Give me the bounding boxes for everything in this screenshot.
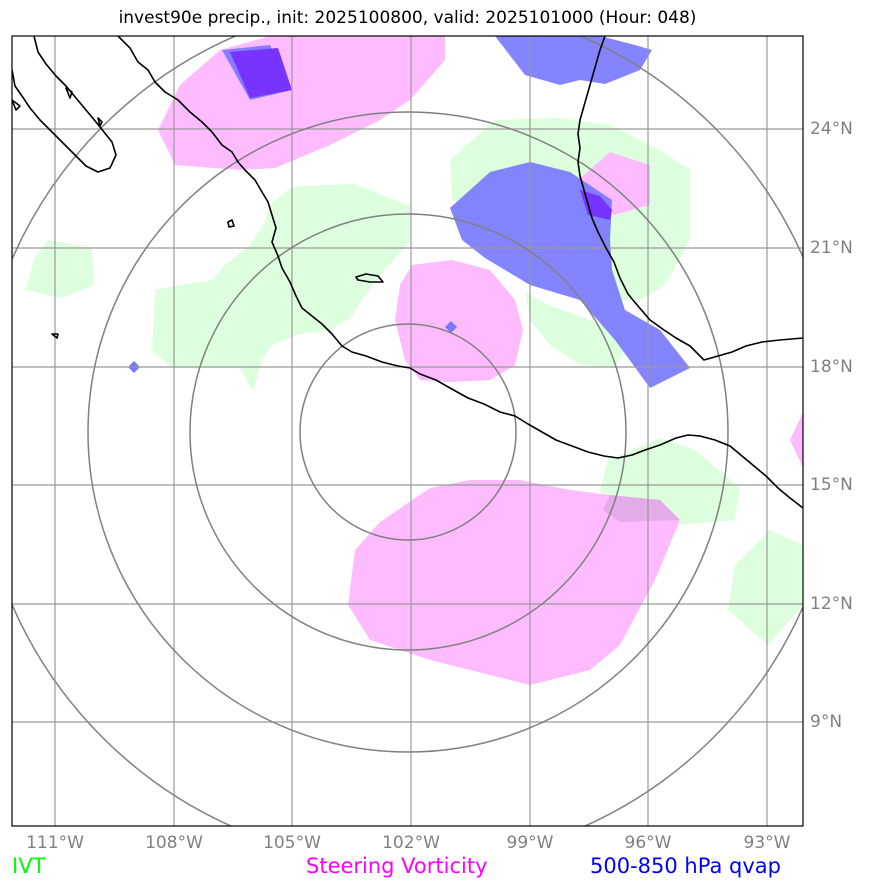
vorticity-region-north — [158, 36, 445, 170]
range-ring-2 — [189, 213, 627, 651]
island-1 — [355, 273, 384, 283]
legend-ivt: IVT — [12, 854, 46, 878]
vorticity-region-south — [348, 480, 680, 685]
qvap-region-north — [495, 36, 652, 85]
qvap-region-gulf — [450, 162, 690, 388]
graticule — [12, 36, 803, 826]
islands-north — [12, 87, 103, 127]
legend-vorticity: Steering Vorticity — [306, 854, 488, 878]
lat-label-9n: 9°N — [810, 712, 843, 732]
legend-qvap: 500-850 hPa qvap — [590, 854, 781, 878]
overlap-region-east — [603, 495, 680, 522]
lat-label-15n: 15°N — [810, 475, 853, 495]
map-frame — [11, 35, 804, 827]
ivt-region-central — [152, 184, 410, 392]
vorticity-fields — [158, 36, 803, 685]
coastline-baja — [12, 36, 117, 173]
lon-label-105w: 105°W — [263, 833, 321, 853]
lon-label-96w: 96°W — [624, 833, 672, 853]
range-ring-1 — [299, 323, 517, 541]
qvap-fields — [128, 36, 690, 388]
ivt-region-southeast — [728, 530, 803, 645]
island-2 — [227, 219, 235, 228]
qvap-strong-nw — [230, 48, 292, 98]
range-ring-3 — [87, 111, 729, 753]
lat-label-18n: 18°N — [810, 357, 853, 377]
qvap-strong-ne — [580, 190, 612, 220]
lat-label-21n: 21°N — [810, 238, 853, 258]
lat-label-12n: 12°N — [810, 594, 853, 614]
vorticity-region-center — [395, 260, 523, 382]
ivt-region-mid — [525, 292, 625, 368]
coastline-pacific — [117, 36, 803, 509]
lon-label-93w: 93°W — [743, 833, 791, 853]
ivt-region-west — [25, 240, 94, 298]
coastlines — [12, 36, 803, 509]
coastline-gulf — [577, 36, 803, 361]
lat-label-24n: 24°N — [810, 119, 853, 139]
range-rings — [12, 36, 803, 826]
island-3 — [51, 333, 59, 339]
map-title: invest90e precip., init: 2025100800, val… — [118, 8, 697, 28]
range-ring-4 — [12, 36, 803, 826]
lon-label-111w: 111°W — [26, 833, 84, 853]
qvap-dot-center — [445, 321, 457, 333]
vorticity-region-east-edge — [790, 412, 803, 468]
lon-label-99w: 99°W — [506, 833, 554, 853]
lon-label-102w: 102°W — [382, 833, 440, 853]
lon-label-108w: 108°W — [145, 833, 203, 853]
